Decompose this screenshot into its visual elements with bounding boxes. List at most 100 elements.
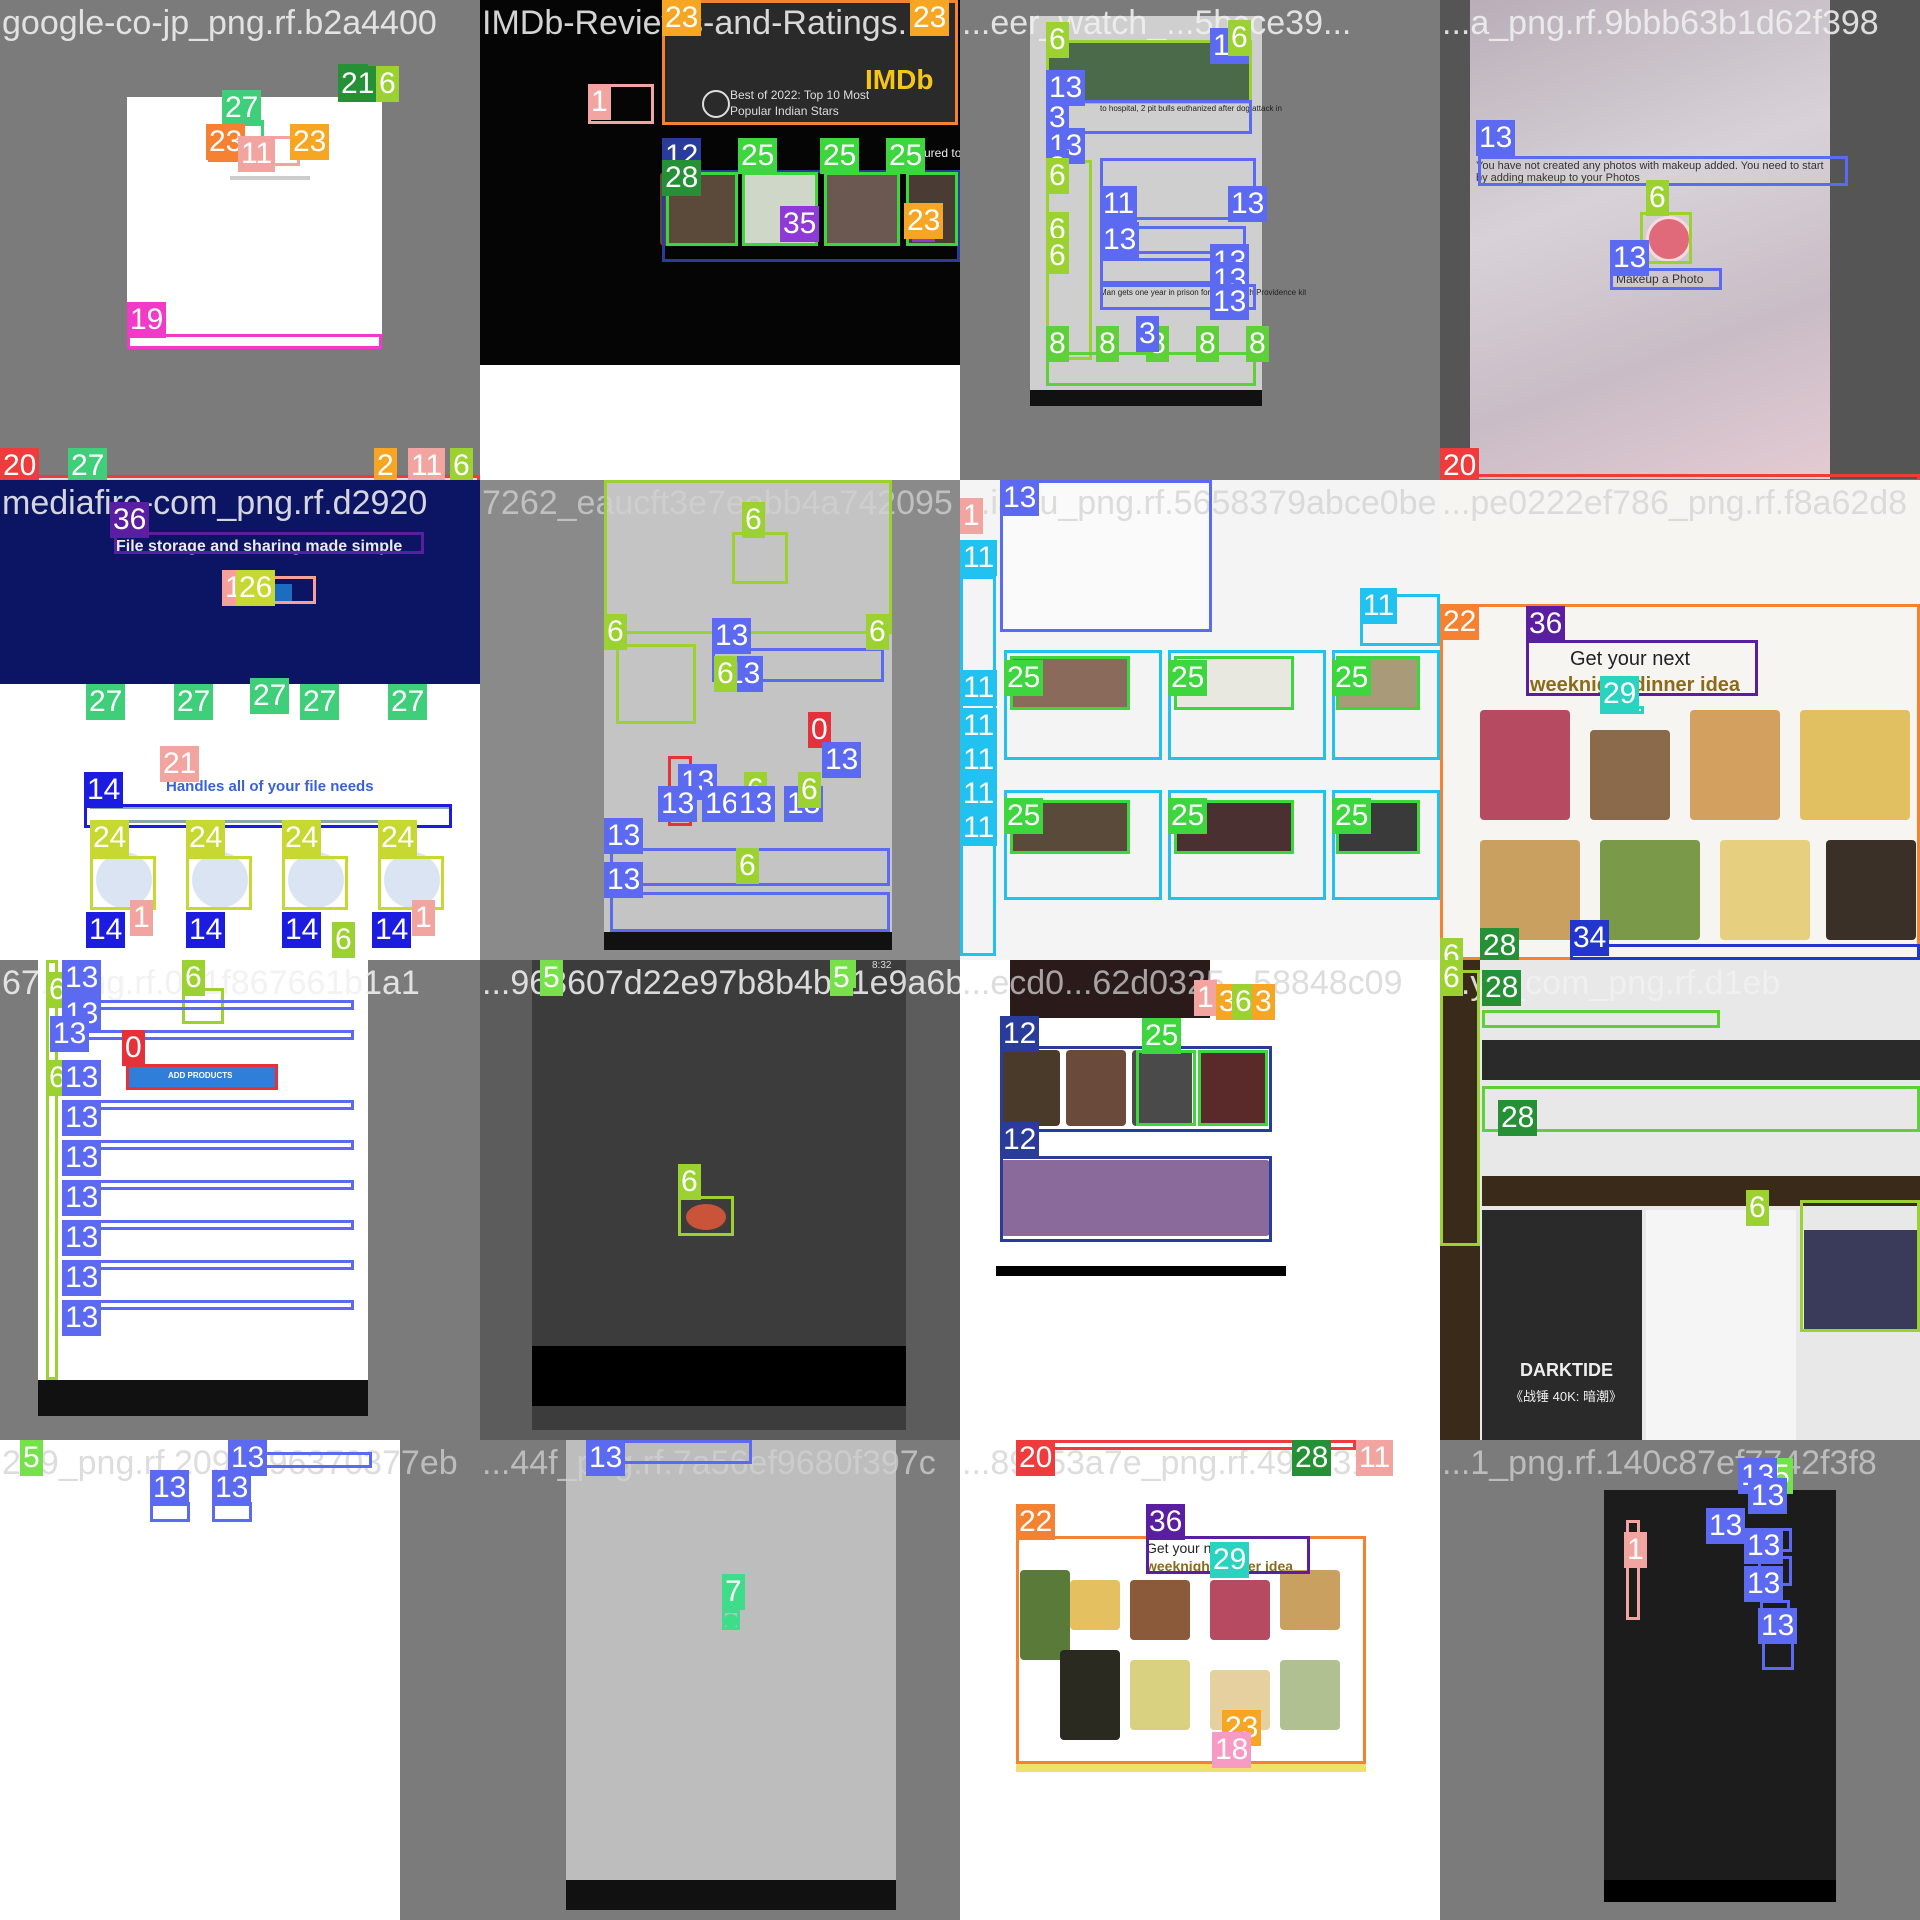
feature-icon xyxy=(96,852,152,908)
side-promo[interactable] xyxy=(1804,1230,1920,1330)
header-image xyxy=(1010,960,1210,1018)
food-photo[interactable] xyxy=(1070,1580,1120,1630)
label-tag: 6 xyxy=(1440,938,1463,960)
label-tag: 27 xyxy=(300,684,340,720)
label-tag: 29 xyxy=(1600,676,1640,712)
feature-icon xyxy=(288,852,344,908)
food-photo[interactable] xyxy=(1600,840,1700,940)
annotation-box xyxy=(1198,1050,1268,1126)
label-tag: 24 xyxy=(90,820,130,856)
food-photo[interactable] xyxy=(1130,1660,1190,1730)
label-tag: 11 xyxy=(960,670,998,706)
movie-poster[interactable] xyxy=(1198,1050,1268,1126)
annotation-box xyxy=(114,532,424,554)
label-tag: 13 xyxy=(658,786,698,822)
food-photo[interactable] xyxy=(1060,1650,1120,1740)
annotation-box xyxy=(62,1000,354,1010)
label-tag: 13 xyxy=(1000,480,1040,516)
label-tag: 13 xyxy=(62,1300,102,1336)
cartoon-row[interactable] xyxy=(1000,1160,1270,1236)
label-tag: 13 xyxy=(50,1016,90,1052)
food-photo[interactable] xyxy=(1690,710,1780,820)
label-tag: 6 xyxy=(182,960,205,996)
food-photo[interactable] xyxy=(1280,1660,1340,1730)
label-tag: 13 xyxy=(228,1440,268,1476)
label-tag: 28 xyxy=(1480,928,1520,960)
food-photo[interactable] xyxy=(1480,840,1580,940)
news-list xyxy=(1646,1210,1796,1440)
label-tag: 1 xyxy=(1624,1532,1647,1568)
label-tag: 8 xyxy=(1196,326,1219,362)
label-tag: 1 xyxy=(412,900,435,936)
footer-strip xyxy=(1016,1762,1366,1772)
tile-ru-portal: ...ia-ru_png.rf.5658379abce0be 13 1 11 1… xyxy=(960,480,1440,960)
label-tag: 27 xyxy=(68,448,108,480)
label-tag: 21 xyxy=(338,66,378,102)
label-tag: 6 xyxy=(1046,238,1069,274)
label-tag: 27 xyxy=(250,678,290,714)
tile-makeup: ...a_png.rf.9bbb63b1d62f398 You have not… xyxy=(1440,0,1920,480)
label-tag: 19 xyxy=(127,302,167,338)
text-line xyxy=(90,806,450,809)
add-products-button[interactable] xyxy=(128,1066,276,1088)
empty-state-message: You have not created any photos with mak… xyxy=(1476,160,1824,184)
headline[interactable]: Man gets one year in prison for fire in … xyxy=(1100,288,1307,297)
annotation-box xyxy=(62,1180,354,1190)
label-tag: 11 xyxy=(1100,186,1138,222)
label-tag: 13 xyxy=(604,818,644,854)
annotation-box xyxy=(1482,1010,1720,1028)
food-photo[interactable] xyxy=(1130,1580,1190,1640)
label-tag: 6 xyxy=(376,66,399,102)
makeup-icon[interactable] xyxy=(1646,216,1692,262)
movie-poster[interactable] xyxy=(1000,1050,1060,1126)
label-tag: 27 xyxy=(222,90,262,126)
pot-icon[interactable] xyxy=(686,1204,726,1230)
sub-headline[interactable]: to hospital, 2 pit bulls euthanized afte… xyxy=(1100,104,1282,113)
label-tag: 6 xyxy=(798,772,821,808)
food-photo[interactable] xyxy=(1020,1570,1070,1660)
label-tag: 13 xyxy=(62,1060,102,1096)
thumb-image[interactable] xyxy=(824,172,900,246)
footer-line xyxy=(0,478,480,480)
annotation-box xyxy=(1000,1046,1272,1132)
annotation-box xyxy=(1440,970,1480,1246)
food-photo[interactable] xyxy=(1590,730,1670,820)
annotation-box xyxy=(732,532,788,584)
banner-line-1: Get your next xyxy=(1146,1540,1231,1556)
label-tag: 25 xyxy=(1168,798,1208,834)
annotation-box xyxy=(662,170,960,262)
label-tag: 28 xyxy=(1482,970,1522,1006)
label-tag: 23 xyxy=(662,0,702,36)
label-tag: 25 xyxy=(738,138,778,174)
lower-white-area xyxy=(480,365,960,480)
movie-poster[interactable] xyxy=(1132,1050,1192,1126)
tile-mediafire: mediafire-com_png.rf.d2920 File storage … xyxy=(0,480,480,960)
food-photo[interactable] xyxy=(1826,840,1916,940)
label-tag: 13 xyxy=(62,1220,102,1256)
annotation-box xyxy=(666,172,738,246)
label-tag: 22 xyxy=(1016,1504,1056,1540)
label-tag: 13 xyxy=(1706,1508,1746,1544)
label-tag: 14 xyxy=(86,912,126,948)
label-tag: 36 xyxy=(110,502,150,538)
annotation-box xyxy=(1440,474,1920,480)
play-icon[interactable] xyxy=(702,90,730,118)
label-tag: 6 xyxy=(1746,1190,1769,1226)
food-photo[interactable] xyxy=(1280,1570,1340,1630)
featured-game[interactable] xyxy=(1482,1210,1642,1440)
food-photo[interactable] xyxy=(1480,710,1570,820)
label-tag: 6 xyxy=(332,922,355,958)
label-tag: 13 xyxy=(1228,186,1268,222)
page-canvas xyxy=(0,1440,400,1920)
movie-poster[interactable] xyxy=(1066,1050,1126,1126)
label-tag: 14 xyxy=(282,912,322,948)
annotation-box xyxy=(127,334,382,349)
food-photo[interactable] xyxy=(1210,1580,1270,1640)
label-tag: 24 xyxy=(186,820,226,856)
label-tag: 34 xyxy=(1570,920,1610,956)
label-tag: 24 xyxy=(378,820,418,856)
game-icon-row xyxy=(1482,1040,1920,1080)
food-photo[interactable] xyxy=(1800,710,1910,820)
food-photo[interactable] xyxy=(1720,840,1810,940)
annotation-box xyxy=(1332,790,1440,900)
